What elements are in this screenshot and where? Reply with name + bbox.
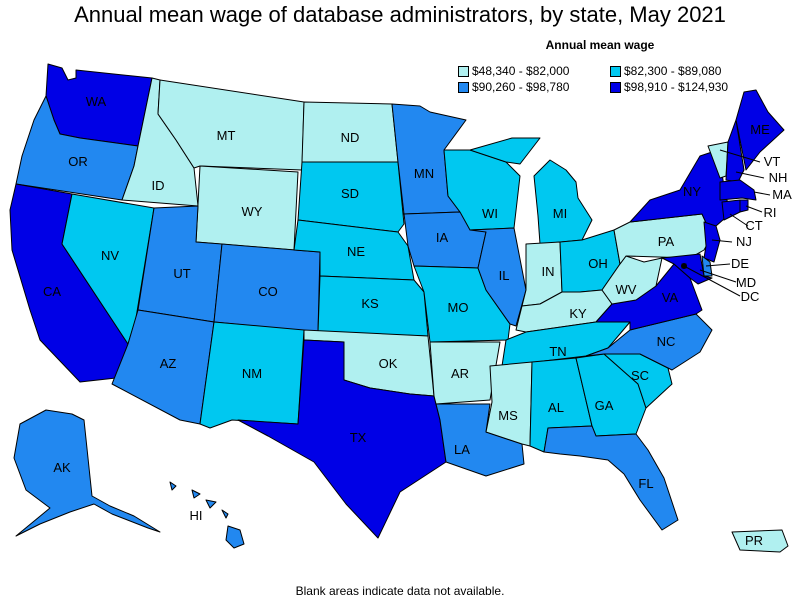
state-RI[interactable]: [739, 199, 749, 213]
leader-line-CT: [729, 213, 749, 227]
state-label-NY: NY: [683, 184, 701, 199]
state-label-MO: MO: [448, 300, 469, 315]
leader-line-RI: [745, 205, 763, 213]
state-NH[interactable]: [725, 119, 745, 183]
state-label-NE: NE: [347, 244, 365, 259]
legend-title: Annual mean wage: [545, 38, 655, 52]
state-TX[interactable]: [237, 339, 447, 539]
state-label-PR: PR: [745, 533, 763, 548]
state-label-NV: NV: [101, 248, 119, 263]
state-MI[interactable]: [469, 137, 593, 245]
state-label-MD: MD: [736, 275, 756, 290]
state-label-GA: GA: [595, 398, 614, 413]
state-label-WA: WA: [86, 94, 107, 109]
state-label-OK: OK: [379, 356, 398, 371]
legend-swatch-tier-1: [610, 66, 621, 78]
state-label-NJ: NJ: [736, 234, 752, 249]
legend-label-tier-2: $90,260 - $98,780: [472, 80, 570, 94]
legend-item-tier-2: $90,260 - $98,780: [458, 80, 569, 94]
state-NC[interactable]: [585, 313, 713, 371]
legend-label-tier-3: $98,910 - $124,930: [624, 80, 729, 94]
state-label-KY: KY: [569, 306, 587, 321]
state-label-PA: PA: [658, 234, 675, 249]
state-label-NC: NC: [657, 334, 676, 349]
state-HI[interactable]: [169, 481, 245, 549]
state-label-ND: ND: [341, 130, 360, 145]
footnote: Blank areas indicate data not available.: [295, 584, 505, 598]
state-label-DC: DC: [741, 289, 760, 304]
state-label-MI: MI: [553, 206, 567, 221]
state-label-TN: TN: [549, 344, 566, 359]
state-label-SC: SC: [631, 368, 649, 383]
legend-label-tier-1: $82,300 - $89,080: [624, 64, 722, 78]
leader-line-VT: [719, 149, 761, 163]
legend-item-tier-1: $82,300 - $89,080: [610, 64, 721, 78]
state-CT[interactable]: [721, 199, 741, 221]
state-label-WI: WI: [482, 206, 498, 221]
state-label-CA: CA: [43, 284, 61, 299]
state-label-OR: OR: [68, 154, 88, 169]
legend-item-tier-0: $48,340 - $82,000: [458, 64, 569, 78]
state-ME[interactable]: [735, 89, 785, 171]
state-label-AK: AK: [53, 460, 71, 475]
state-label-NH: NH: [769, 170, 788, 185]
state-label-WV: WV: [616, 282, 637, 297]
state-label-VT: VT: [764, 154, 781, 169]
state-LA[interactable]: [435, 403, 525, 477]
state-label-NM: NM: [242, 366, 262, 381]
state-KS[interactable]: [317, 275, 429, 337]
state-AR[interactable]: [429, 341, 501, 405]
leader-line-NJ: [711, 239, 733, 243]
state-label-DE: DE: [731, 256, 749, 271]
state-MA[interactable]: [719, 179, 757, 201]
state-label-RI: RI: [764, 205, 777, 220]
state-AK[interactable]: [13, 409, 161, 537]
leader-line-MD: [699, 269, 737, 283]
state-MS[interactable]: [485, 361, 533, 447]
state-label-AR: AR: [451, 366, 469, 381]
state-label-AZ: AZ: [160, 356, 177, 371]
state-labels: WA OR CA ID NV MT WY UT AZ CO NM ND SD N…: [43, 94, 792, 548]
dc-marker: [681, 263, 687, 269]
state-NJ[interactable]: [703, 221, 721, 263]
state-label-ID: ID: [152, 178, 165, 193]
state-label-CO: CO: [258, 284, 278, 299]
legend-swatch-tier-2: [458, 82, 469, 94]
state-label-AL: AL: [548, 400, 564, 415]
state-label-LA: LA: [454, 442, 470, 457]
legend-item-tier-3: $98,910 - $124,930: [610, 80, 728, 94]
state-label-MA: MA: [772, 187, 792, 202]
state-IL[interactable]: [469, 227, 527, 327]
state-label-ME: ME: [750, 122, 770, 137]
state-label-UT: UT: [173, 266, 190, 281]
leader-line-NH: [735, 171, 765, 179]
state-label-SD: SD: [341, 186, 359, 201]
state-PR[interactable]: [731, 529, 789, 553]
state-label-KS: KS: [361, 296, 379, 311]
state-label-TX: TX: [350, 430, 367, 445]
state-label-WY: WY: [242, 204, 263, 219]
state-FL[interactable]: [543, 425, 679, 531]
state-label-CT: CT: [745, 218, 762, 233]
state-label-IA: IA: [436, 230, 449, 245]
map-title: Annual mean wage of database administrat…: [74, 2, 726, 27]
state-label-HI: HI: [190, 508, 203, 523]
state-label-FL: FL: [638, 476, 653, 491]
leader-line-DC: [683, 265, 741, 297]
state-MD[interactable]: [661, 253, 713, 285]
state-label-OH: OH: [588, 256, 608, 271]
leader-line-DE: [705, 263, 731, 267]
state-label-IN: IN: [542, 264, 555, 279]
legend-label-tier-0: $48,340 - $82,000: [472, 64, 570, 78]
legend-swatch-tier-0: [458, 66, 469, 78]
state-label-MN: MN: [414, 166, 434, 181]
state-SD[interactable]: [297, 161, 405, 233]
state-label-IL: IL: [499, 268, 510, 283]
state-label-MS: MS: [498, 408, 518, 423]
state-label-VA: VA: [662, 290, 679, 305]
state-label-MT: MT: [217, 128, 236, 143]
leader-line-MA: [753, 191, 771, 196]
legend-swatch-tier-3: [610, 82, 621, 94]
